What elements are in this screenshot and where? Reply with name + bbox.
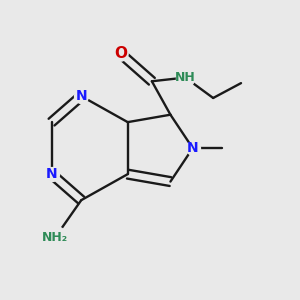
Text: NH₂: NH₂ bbox=[42, 231, 68, 244]
Text: O: O bbox=[114, 46, 127, 61]
Text: N: N bbox=[46, 167, 57, 181]
Text: NH: NH bbox=[175, 71, 196, 84]
Text: N: N bbox=[76, 89, 87, 103]
Text: N: N bbox=[187, 141, 199, 155]
